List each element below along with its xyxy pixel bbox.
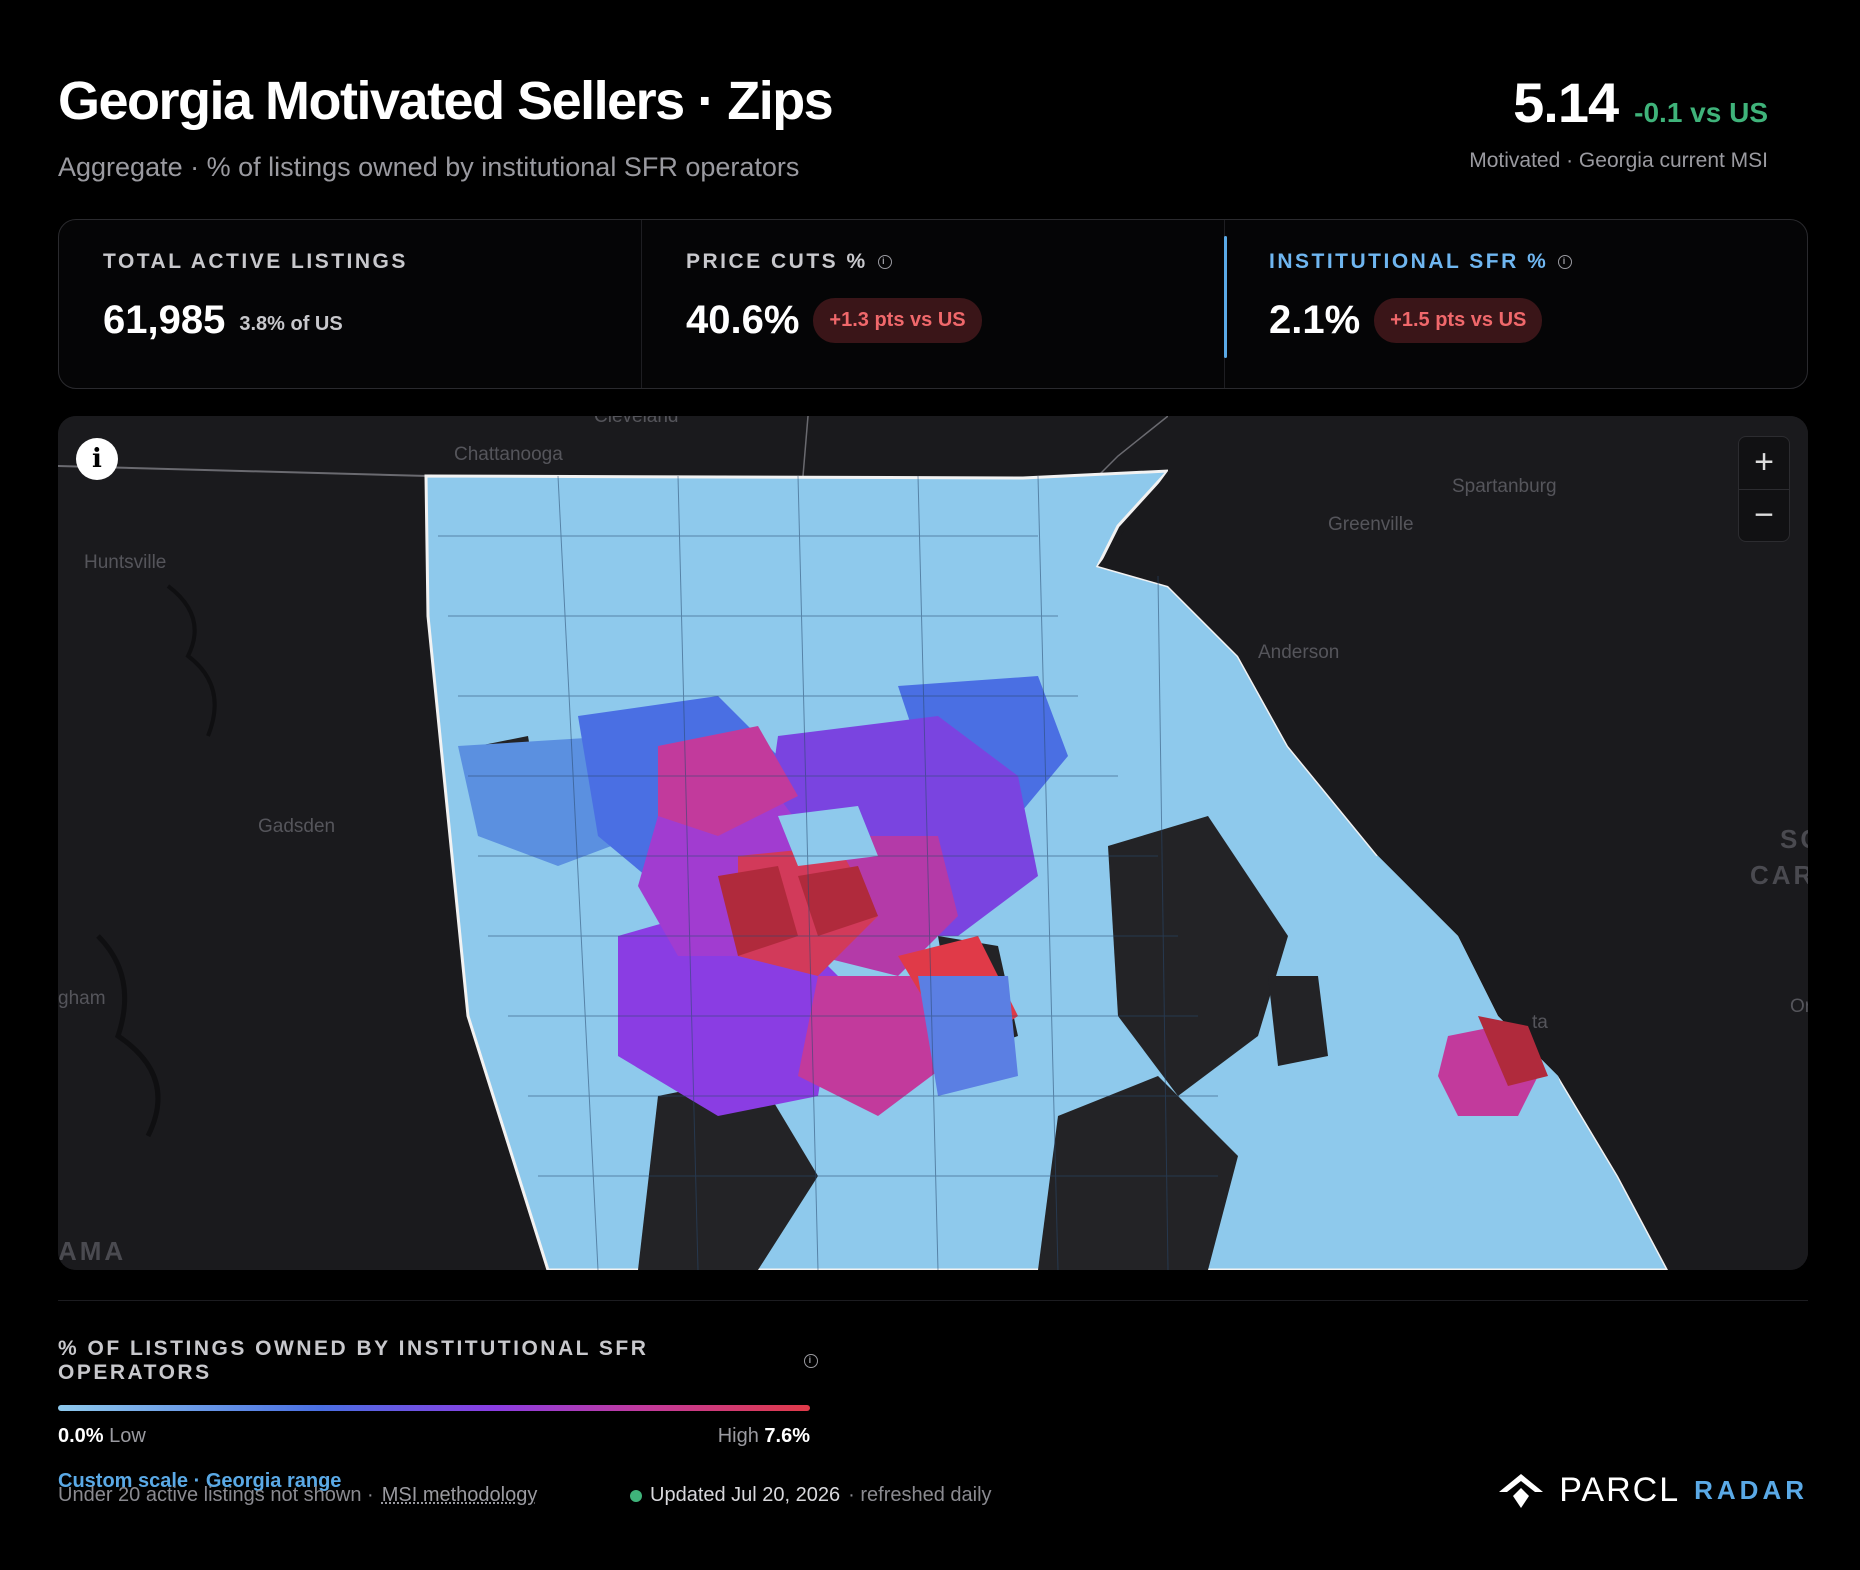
updated-date: Updated Jul 20, 2026 xyxy=(650,1484,841,1506)
brand-sub: RADAR xyxy=(1694,1474,1808,1505)
msi-summary: 5.14 -0.1 vs US Motivated · Georgia curr… xyxy=(1469,70,1768,173)
status-dot-icon xyxy=(630,1489,642,1502)
msi-caption: Motivated · Georgia current MSI xyxy=(1469,149,1768,172)
place-label: Or xyxy=(1790,996,1808,1017)
brand-logo: PARCL RADAR xyxy=(1497,1470,1808,1510)
stat-value: 40.6% xyxy=(686,298,800,342)
place-label: Cleveland xyxy=(594,416,679,427)
legend-title: % OF LISTINGS OWNED BY INSTITUTIONAL SFR… xyxy=(58,1337,649,1384)
info-icon[interactable]: i xyxy=(877,255,892,269)
place-label: Greenville xyxy=(1328,514,1414,535)
place-label: Huntsville xyxy=(84,552,167,573)
zoom-controls: + − xyxy=(1738,436,1790,542)
zoom-out-button[interactable]: − xyxy=(1739,489,1789,541)
page-subtitle: Aggregate · % of listings owned by insti… xyxy=(58,152,800,182)
scale-toggle[interactable]: Custom scale · Georgia range xyxy=(58,1470,342,1492)
update-status: Updated Jul 20, 2026 · refreshed daily xyxy=(630,1484,992,1507)
place-label: SC xyxy=(1780,824,1808,854)
place-label: AMA xyxy=(58,1236,127,1266)
place-label: Anderson xyxy=(1258,642,1340,663)
place-label: Spartanburg xyxy=(1452,476,1557,497)
refresh-note: · refreshed daily xyxy=(848,1484,992,1506)
place-label: Gadsden xyxy=(258,816,336,837)
map-info-icon[interactable]: i xyxy=(76,438,118,480)
brand-name: PARCL xyxy=(1559,1470,1681,1509)
color-legend: % OF LISTINGS OWNED BY INSTITUTIONAL SFR… xyxy=(58,1337,818,1493)
footer-note: Under 20 active listings not shown · MSI… xyxy=(58,1484,538,1506)
stat-value: 2.1% xyxy=(1269,298,1361,342)
legend-high: High 7.6% xyxy=(717,1425,810,1447)
stat-price-cuts[interactable]: PRICE CUTS % i 40.6% +1.3 pts vs US xyxy=(641,220,1224,388)
comparison-badge: +1.5 pts vs US xyxy=(1374,298,1543,343)
comparison-badge: +1.3 pts vs US xyxy=(813,298,982,343)
stat-label: PRICE CUTS % xyxy=(686,250,868,273)
stats-panel: TOTAL ACTIVE LISTINGS 61,985 3.8% of US … xyxy=(58,219,1808,389)
legend-low: 0.0% Low xyxy=(58,1425,146,1447)
divider xyxy=(58,1300,1808,1301)
header: Georgia Motivated Sellers · Zips Aggrega… xyxy=(58,70,1768,190)
info-icon[interactable]: i xyxy=(1558,255,1573,269)
stat-note: 3.8% of US xyxy=(239,313,343,335)
place-label: Chattanooga xyxy=(454,444,563,465)
place-label: ta xyxy=(1532,1012,1548,1033)
parcl-logo-icon xyxy=(1499,1474,1544,1508)
legend-gradient-bar xyxy=(58,1405,810,1411)
choropleth-map[interactable]: i + − Cleveland Chattanooga Huntsville G… xyxy=(58,416,1808,1270)
stat-label: INSTITUTIONAL SFR % xyxy=(1269,250,1549,273)
map-canvas[interactable] xyxy=(58,416,1808,1270)
msi-value: 5.14 xyxy=(1513,71,1619,134)
place-label: CAR xyxy=(1750,860,1808,890)
msi-delta: -0.1 vs US xyxy=(1634,97,1768,128)
zoom-in-button[interactable]: + xyxy=(1754,443,1774,481)
methodology-link[interactable]: MSI methodology xyxy=(381,1484,538,1506)
info-icon[interactable]: i xyxy=(804,1354,818,1368)
page-title: Georgia Motivated Sellers · Zips xyxy=(58,71,834,131)
place-label: gham xyxy=(58,988,106,1009)
stat-value: 61,985 xyxy=(103,298,226,342)
stat-label: TOTAL ACTIVE LISTINGS xyxy=(103,250,408,273)
stat-total-listings[interactable]: TOTAL ACTIVE LISTINGS 61,985 3.8% of US xyxy=(59,220,641,388)
stat-institutional-sfr[interactable]: INSTITUTIONAL SFR % i 2.1% +1.5 pts vs U… xyxy=(1224,220,1807,388)
